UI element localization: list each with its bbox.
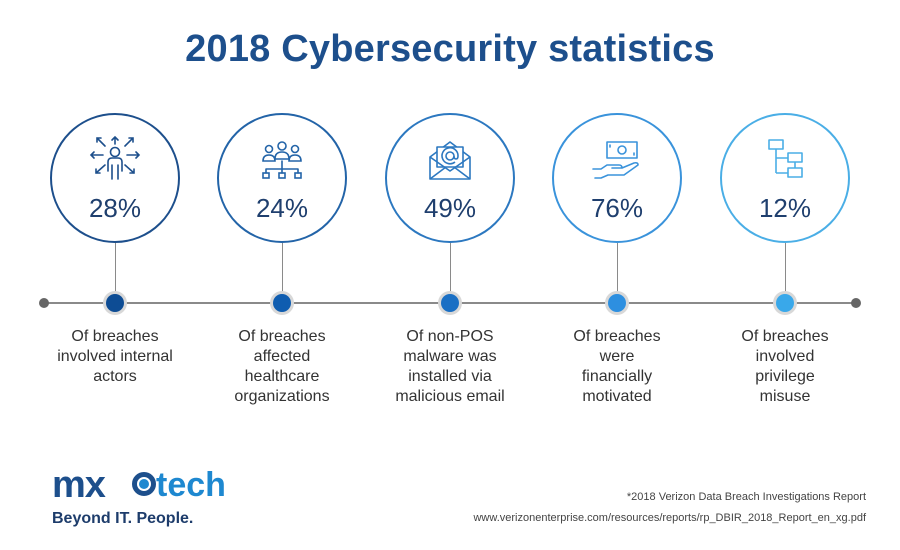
stat-percent: 24%	[255, 193, 309, 223]
stat-percent: 49%	[423, 193, 477, 223]
logo-mark: mx	[52, 464, 106, 506]
company-logo: mx tech Beyond IT. People.	[52, 464, 252, 534]
stat-circle-email-malware: 49%	[385, 113, 515, 243]
stat-caption: Of breaches involved privilege misuse	[741, 328, 829, 405]
timeline-end-dot	[851, 298, 861, 308]
hierarchy-icon	[768, 139, 803, 178]
connector-line	[617, 243, 618, 300]
stat-percent: 12%	[758, 193, 812, 223]
stat-caption: Of breaches involved internal actors	[57, 328, 173, 385]
timeline-node	[773, 291, 797, 315]
stat-circle-financial: 76%	[552, 113, 682, 243]
timeline-node	[103, 291, 127, 315]
connector-line	[282, 243, 283, 300]
source-note: *2018 Verizon Data Breach Investigations…	[626, 491, 866, 503]
stat-circle-privilege-misuse: 12%	[720, 113, 850, 243]
connector-line	[115, 243, 116, 300]
page-title: 2018 Cybersecurity statistics	[185, 28, 715, 70]
logo-ring-dot	[139, 479, 149, 489]
stat-circle-healthcare: 24%	[217, 113, 347, 243]
logo-tagline: Beyond IT. People.	[52, 510, 194, 527]
stat-caption: Of breaches affected healthcare organiza…	[234, 328, 330, 405]
stat-caption: Of breaches were financially motivated	[573, 328, 661, 405]
people-network-icon	[89, 135, 141, 180]
timeline-node	[438, 291, 462, 315]
connector-line	[785, 243, 786, 300]
stat-percent: 76%	[590, 193, 644, 223]
email-icon	[429, 141, 471, 180]
stat-caption: Of non-POS malware was installed via mal…	[395, 328, 505, 405]
group-network-icon	[262, 141, 302, 179]
stat-circle-internal-actors: 28%	[50, 113, 180, 243]
money-hand-icon	[592, 141, 639, 179]
timeline-start-dot	[39, 298, 49, 308]
timeline-node	[270, 291, 294, 315]
source-url: www.verizonenterprise.com/resources/repo…	[473, 512, 866, 524]
stat-percent: 28%	[88, 193, 142, 223]
timeline-node	[605, 291, 629, 315]
connector-line	[450, 243, 451, 300]
logo-tech: tech	[156, 466, 226, 504]
